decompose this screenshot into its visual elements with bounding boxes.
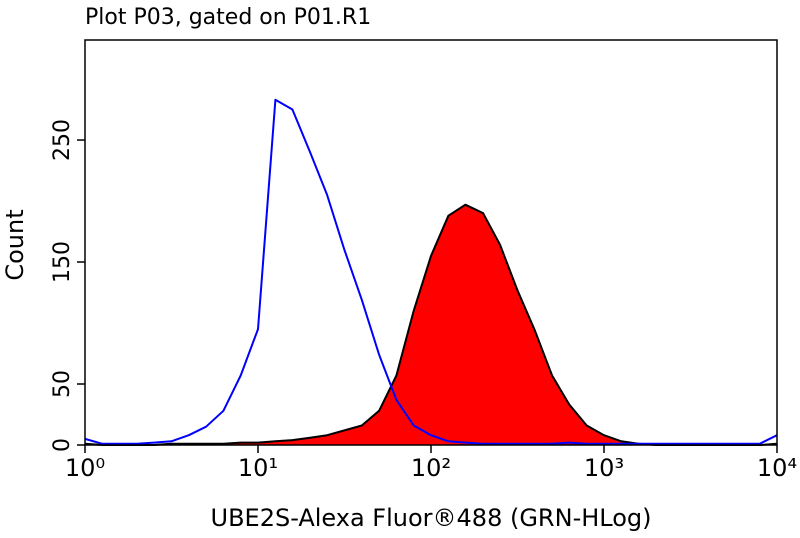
- y-tick-label: 150: [50, 241, 75, 283]
- histogram-area: [85, 204, 777, 445]
- x-tick-label: 10⁰: [65, 454, 105, 482]
- y-axis-label: Count: [1, 209, 29, 280]
- y-tick-label: 50: [50, 370, 75, 398]
- x-tick-label: 10¹: [238, 454, 278, 482]
- x-tick-label: 10⁴: [757, 454, 797, 482]
- histogram-line: [84, 98, 778, 445]
- y-tick-label: 0: [50, 438, 75, 452]
- y-tick-label: 250: [50, 119, 75, 161]
- x-tick-label: 10³: [584, 454, 624, 482]
- x-tick-label: 10²: [411, 454, 451, 482]
- x-axis-label: UBE2S-Alexa Fluor®488 (GRN-HLog): [211, 504, 652, 532]
- chart-title: Plot P03, gated on P01.R1: [85, 5, 371, 30]
